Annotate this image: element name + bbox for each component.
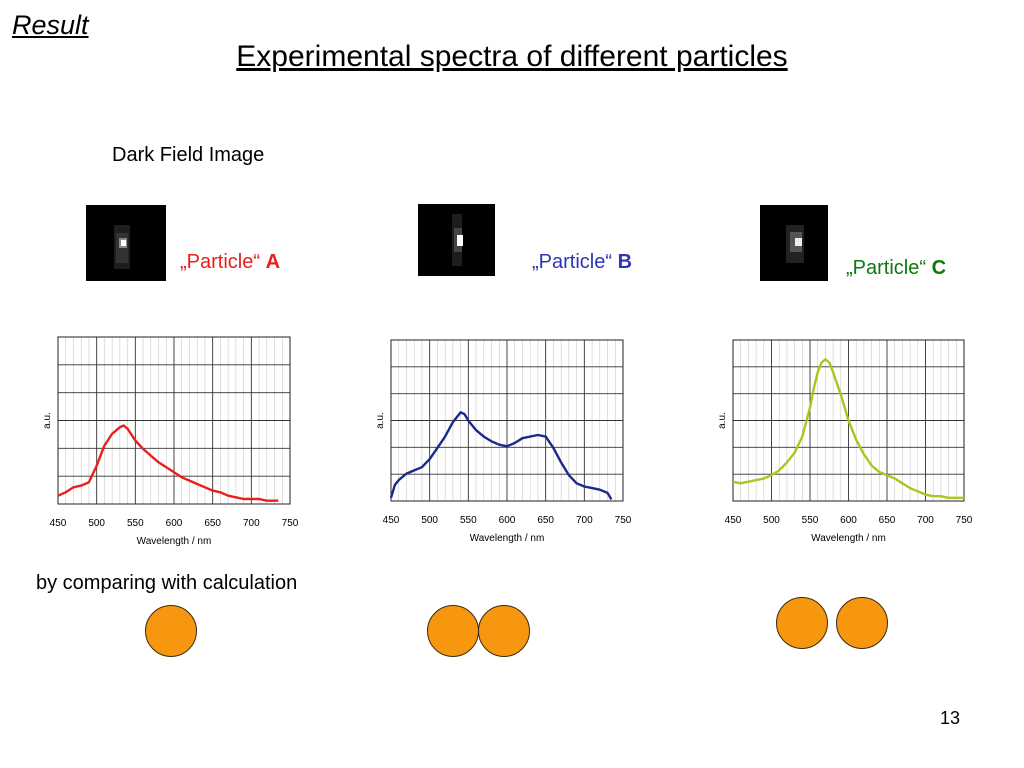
dark-field-image-b-svg — [452, 214, 463, 266]
result-heading: Result — [12, 10, 89, 40]
particle-a-label: „Particle“ A — [180, 251, 280, 274]
x-tick-label: 450 — [50, 518, 67, 529]
y-axis-label: a.u. — [42, 412, 53, 429]
sphere-b-right — [478, 605, 530, 657]
x-tick-label: 750 — [282, 518, 299, 529]
page-number: 13 — [940, 708, 961, 728]
dark-field-image-c-svg — [786, 225, 804, 263]
x-tick-label: 750 — [956, 515, 973, 526]
x-tick-label: 700 — [917, 515, 934, 526]
sphere-c-left — [776, 597, 828, 649]
x-tick-label: 550 — [127, 518, 144, 529]
sphere-b-left — [427, 605, 479, 657]
x-tick-label: 450 — [383, 515, 400, 526]
x-tick-label: 500 — [763, 515, 780, 526]
x-tick-label: 750 — [615, 515, 632, 526]
x-tick-label: 600 — [499, 515, 516, 526]
particle-a-prefix: „Particle“ — [180, 251, 261, 273]
comparison-note: by comparing with calculation — [36, 572, 298, 594]
x-tick-label: 600 — [840, 515, 857, 526]
plot-frame — [732, 339, 965, 502]
x-tick-label: 700 — [576, 515, 593, 526]
spectrum-line — [389, 411, 613, 501]
plot-frame — [57, 336, 291, 505]
slide-title: Experimental spectra of different partic… — [236, 40, 788, 73]
spectrum-line — [732, 358, 964, 499]
particle-b-label: „Particle“ B — [532, 251, 632, 274]
dark-field-image-a — [86, 205, 166, 281]
y-axis-label: a.u. — [375, 412, 386, 429]
particle-c-prefix: „Particle“ — [846, 257, 927, 279]
x-tick-label: 700 — [243, 518, 260, 529]
particle-a-letter: A — [265, 251, 281, 273]
x-axis-label: Wavelength / nm — [470, 533, 545, 544]
spectrum-chart-b: 450 500 550 600 650 700 750 Wavelength / nm a.u. — [375, 339, 632, 544]
y-axis-label: a.u. — [717, 412, 728, 429]
x-tick-label: 500 — [88, 518, 105, 529]
x-axis-label: Wavelength / nm — [137, 536, 212, 547]
x-tick-label: 600 — [166, 518, 183, 529]
x-tick-label: 650 — [204, 518, 221, 529]
sphere-a — [145, 605, 197, 657]
dark-field-image-a-svg — [114, 225, 130, 269]
x-tick-label: 450 — [725, 515, 742, 526]
dark-field-image-b — [418, 204, 495, 276]
spectrum-line — [57, 424, 279, 502]
x-tick-label: 550 — [802, 515, 819, 526]
dark-field-image-c — [760, 205, 828, 281]
particle-b-prefix: „Particle“ — [532, 251, 613, 273]
plot-frame — [390, 339, 624, 502]
particle-c-label: „Particle“ C — [846, 257, 946, 280]
particle-c-letter: C — [931, 257, 947, 279]
dark-field-label: Dark Field Image — [112, 144, 265, 166]
x-tick-label: 550 — [460, 515, 477, 526]
x-tick-label: 500 — [421, 515, 438, 526]
x-tick-label: 650 — [879, 515, 896, 526]
x-axis-label: Wavelength / nm — [811, 533, 886, 544]
particle-b-letter: B — [617, 251, 633, 273]
spectrum-chart-c: 450 500 550 600 650 700 750 Wavelength / nm a.u. — [717, 339, 973, 544]
x-tick-label: 650 — [537, 515, 554, 526]
sphere-c-right — [836, 597, 888, 649]
spectrum-chart-a: 450 500 550 600 650 700 750 Wavelength / nm a.u. — [42, 336, 299, 547]
